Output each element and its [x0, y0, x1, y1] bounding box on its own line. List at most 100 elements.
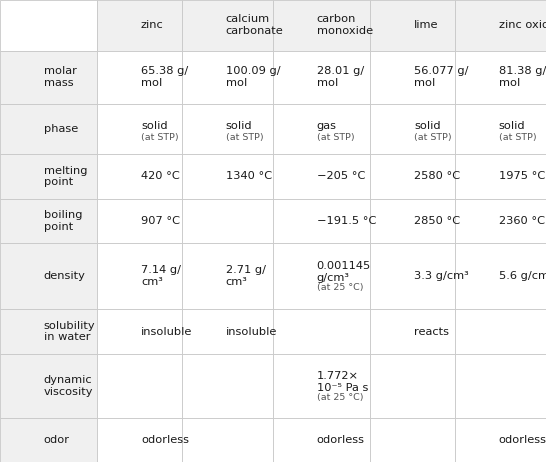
Text: solubility
in water: solubility in water: [44, 321, 96, 342]
Bar: [455, 418, 546, 462]
Bar: [97, 50, 182, 103]
Bar: [455, 50, 546, 103]
Text: −205 °C: −205 °C: [317, 171, 365, 182]
Bar: [455, 0, 546, 50]
Bar: [273, 103, 370, 154]
Text: dynamic
viscosity: dynamic viscosity: [44, 375, 93, 397]
Bar: [182, 199, 273, 243]
Bar: [455, 309, 546, 354]
Bar: [370, 199, 455, 243]
Bar: [273, 418, 370, 462]
Text: (at 25 °C): (at 25 °C): [317, 283, 363, 292]
Text: 7.14 g/
cm³: 7.14 g/ cm³: [141, 265, 181, 287]
Bar: [370, 418, 455, 462]
Text: 907 °C: 907 °C: [141, 216, 180, 226]
Text: calcium
carbonate: calcium carbonate: [225, 14, 283, 36]
Bar: [182, 103, 273, 154]
Bar: [370, 309, 455, 354]
Text: −191.5 °C: −191.5 °C: [317, 216, 376, 226]
Bar: [273, 50, 370, 103]
Text: zinc: zinc: [141, 20, 164, 30]
Bar: [0, 103, 97, 154]
Bar: [97, 199, 182, 243]
Bar: [455, 243, 546, 309]
Bar: [182, 50, 273, 103]
Text: 2850 °C: 2850 °C: [414, 216, 460, 226]
Bar: [182, 0, 273, 50]
Bar: [97, 309, 182, 354]
Bar: [182, 309, 273, 354]
Text: (at STP): (at STP): [414, 134, 452, 142]
Text: 1975 °C: 1975 °C: [498, 171, 545, 182]
Bar: [97, 103, 182, 154]
Text: boiling
point: boiling point: [44, 210, 82, 231]
Text: solid: solid: [414, 121, 441, 131]
Text: 28.01 g/
mol: 28.01 g/ mol: [317, 66, 364, 88]
Bar: [455, 354, 546, 418]
Bar: [97, 354, 182, 418]
Bar: [273, 199, 370, 243]
Text: (at STP): (at STP): [317, 134, 354, 142]
Text: 1.772×
10⁻⁵ Pa s: 1.772× 10⁻⁵ Pa s: [317, 371, 368, 393]
Bar: [0, 354, 97, 418]
Bar: [370, 0, 455, 50]
Text: 3.3 g/cm³: 3.3 g/cm³: [414, 271, 468, 281]
Text: 100.09 g/
mol: 100.09 g/ mol: [225, 66, 280, 88]
Bar: [370, 243, 455, 309]
Text: molar
mass: molar mass: [44, 66, 76, 88]
Bar: [182, 243, 273, 309]
Bar: [370, 154, 455, 199]
Bar: [0, 418, 97, 462]
Bar: [370, 50, 455, 103]
Text: gas: gas: [317, 121, 337, 131]
Text: 0.001145
g/cm³: 0.001145 g/cm³: [317, 261, 371, 283]
Text: solid: solid: [498, 121, 525, 131]
Text: odorless: odorless: [317, 435, 365, 445]
Bar: [370, 354, 455, 418]
Text: 1340 °C: 1340 °C: [225, 171, 272, 182]
Bar: [273, 243, 370, 309]
Text: 65.38 g/
mol: 65.38 g/ mol: [141, 66, 188, 88]
Bar: [455, 199, 546, 243]
Bar: [273, 354, 370, 418]
Bar: [97, 154, 182, 199]
Text: (at STP): (at STP): [225, 134, 263, 142]
Text: melting
point: melting point: [44, 165, 87, 187]
Bar: [182, 418, 273, 462]
Text: zinc oxide: zinc oxide: [498, 20, 546, 30]
Text: 2360 °C: 2360 °C: [498, 216, 545, 226]
Bar: [182, 354, 273, 418]
Text: insoluble: insoluble: [225, 327, 277, 337]
Text: lime: lime: [414, 20, 438, 30]
Bar: [273, 0, 370, 50]
Text: insoluble: insoluble: [141, 327, 192, 337]
Bar: [0, 0, 97, 50]
Bar: [455, 103, 546, 154]
Text: phase: phase: [44, 124, 78, 134]
Bar: [370, 103, 455, 154]
Bar: [97, 418, 182, 462]
Text: odorless: odorless: [498, 435, 546, 445]
Bar: [0, 199, 97, 243]
Bar: [97, 243, 182, 309]
Text: 2.71 g/
cm³: 2.71 g/ cm³: [225, 265, 266, 287]
Text: solid: solid: [141, 121, 168, 131]
Text: odorless: odorless: [141, 435, 189, 445]
Bar: [0, 243, 97, 309]
Bar: [273, 154, 370, 199]
Text: density: density: [44, 271, 86, 281]
Bar: [0, 309, 97, 354]
Text: (at STP): (at STP): [141, 134, 179, 142]
Bar: [182, 154, 273, 199]
Bar: [455, 154, 546, 199]
Text: solid: solid: [225, 121, 252, 131]
Text: (at STP): (at STP): [498, 134, 536, 142]
Text: 420 °C: 420 °C: [141, 171, 180, 182]
Text: odor: odor: [44, 435, 70, 445]
Text: 5.6 g/cm³: 5.6 g/cm³: [498, 271, 546, 281]
Bar: [0, 50, 97, 103]
Bar: [273, 309, 370, 354]
Text: 56.077 g/
mol: 56.077 g/ mol: [414, 66, 468, 88]
Text: 2580 °C: 2580 °C: [414, 171, 460, 182]
Text: carbon
monoxide: carbon monoxide: [317, 14, 373, 36]
